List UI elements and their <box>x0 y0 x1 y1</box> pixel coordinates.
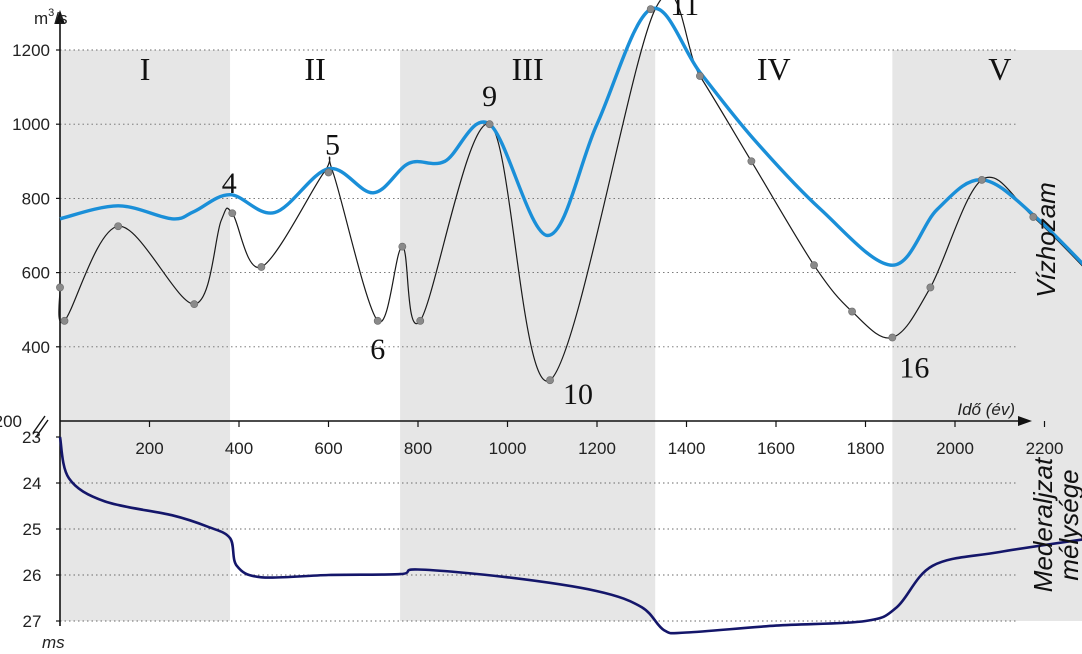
x-tick-label-2200: 2200 <box>1026 439 1064 458</box>
period-shade-5 <box>892 50 1082 621</box>
bottom-tick-label-23: 23 <box>22 428 41 447</box>
side-title-bed-line-2: mélysége <box>1054 469 1082 580</box>
bed-depth-line <box>58 436 1082 635</box>
data-point-11 <box>485 120 494 129</box>
data-point-6 <box>257 263 266 271</box>
axis-break-mark-2 <box>35 419 49 438</box>
x-axis-title: Idő (év) <box>957 400 1015 419</box>
y-tick-label-800: 800 <box>22 189 50 208</box>
y-tick-label-400: 400 <box>22 338 50 357</box>
period-label-5: V <box>988 51 1011 87</box>
x-tick-label-600: 600 <box>314 439 342 458</box>
data-point-7 <box>324 168 333 177</box>
side-title-bed-line-1: Mederaljzat <box>1028 456 1058 592</box>
annotation-16: 16 <box>899 352 929 385</box>
data-point-20 <box>977 175 986 184</box>
data-point-1 <box>56 283 64 292</box>
y-axis-title: m3/s <box>34 7 68 28</box>
data-point-19 <box>926 283 935 292</box>
tick-labels: 400 600 800 1000 1200 200 200 400 600 800 1000 1200… <box>0 41 1064 631</box>
data-point-14 <box>696 72 704 80</box>
data-point-2 <box>60 316 69 325</box>
data-point-8 <box>373 316 382 325</box>
data-point-21 <box>1029 213 1038 221</box>
annotation-11: 11 <box>670 0 699 22</box>
data-point-17 <box>848 307 856 316</box>
bottom-tick-label-25: 25 <box>23 520 42 539</box>
x-axis-arrow <box>1018 416 1032 426</box>
period-label-4: IV <box>757 51 791 87</box>
data-point-3 <box>114 222 123 231</box>
x-tick-label-2000: 2000 <box>936 439 974 458</box>
x-tick-label-200: 200 <box>135 439 163 458</box>
data-points <box>56 5 1038 385</box>
y-tick-label-1000: 1000 <box>12 115 50 134</box>
x-tick-label-1600: 1600 <box>757 439 795 458</box>
axes <box>32 10 1046 626</box>
y-tick-label-600: 600 <box>22 264 50 283</box>
annotation-10: 10 <box>563 378 593 411</box>
annotation-4: 4 <box>222 167 237 200</box>
axis-break-mark-1 <box>32 415 46 434</box>
y-axis-title-sup: 3 <box>48 7 54 19</box>
y-tick-label-1200: 1200 <box>12 41 50 60</box>
y-axis-title-base: m <box>34 9 48 28</box>
annotation-5: 5 <box>325 128 340 161</box>
bottom-tick-label-26: 26 <box>23 566 42 585</box>
annotation-6: 6 <box>370 333 385 366</box>
x-tick-label-1400: 1400 <box>668 439 706 458</box>
period-label-3: III <box>512 51 544 87</box>
data-point-12 <box>546 376 554 385</box>
bed-depth-line-group <box>58 436 1082 635</box>
x-tick-label-1200: 1200 <box>578 439 616 458</box>
smooth-discharge-line-group <box>59 6 1082 267</box>
period-shade-1 <box>60 50 231 621</box>
data-point-18 <box>888 333 897 342</box>
data-point-16 <box>810 261 818 270</box>
x-tick-label-1800: 1800 <box>847 439 885 458</box>
data-point-13 <box>646 5 655 14</box>
bottom-tick-label-27: 27 <box>23 612 42 631</box>
bottom-y-axis-title: ms <box>42 633 65 652</box>
period-shading <box>60 50 1082 621</box>
side-title-discharge: Vízhozam <box>1031 182 1061 298</box>
x-tick-label-400: 400 <box>225 439 253 458</box>
smooth-discharge-line <box>59 6 1082 267</box>
data-point-4 <box>190 300 199 309</box>
data-point-5 <box>228 209 237 218</box>
data-point-10 <box>416 316 425 325</box>
y-axis-title-tail: /s <box>54 9 67 28</box>
bottom-tick-label-24: 24 <box>23 474 42 493</box>
x-tick-label-800: 800 <box>404 439 432 458</box>
period-label-1: I <box>140 51 151 87</box>
annotation-9: 9 <box>482 80 497 113</box>
x-tick-label-1000: 1000 <box>489 439 527 458</box>
period-label-2: II <box>304 51 325 87</box>
data-point-9 <box>398 242 407 251</box>
y-tick-label-200: 200 <box>0 412 22 431</box>
y-axis-arrow <box>55 10 65 24</box>
data-point-15 <box>747 157 756 166</box>
period-shade-3 <box>400 50 656 621</box>
